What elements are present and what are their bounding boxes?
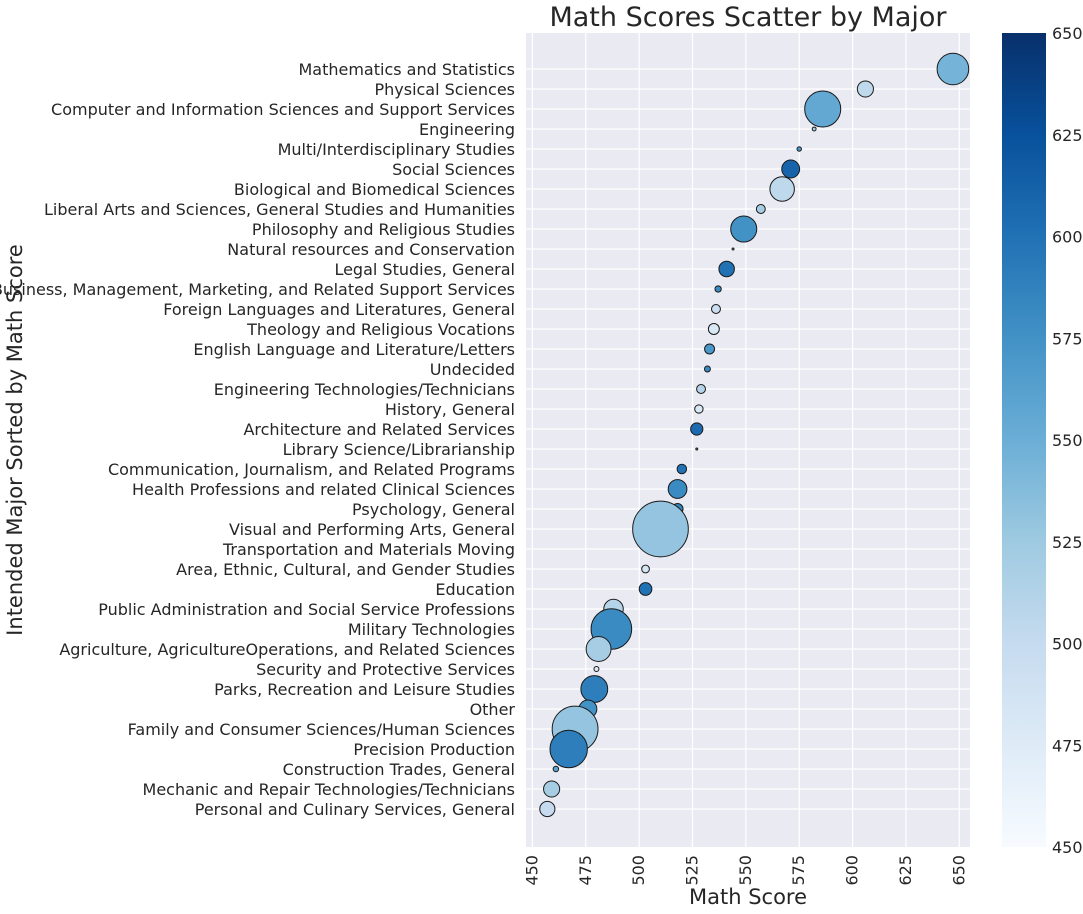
colorbar-tick-label: 550 [1052,431,1083,450]
category-label: Business, Management, Marketing, and Rel… [0,280,515,299]
category-label: Agriculture, AgricultureOperations, and … [59,640,515,659]
data-point [781,159,801,179]
data-point [552,765,560,773]
data-point [730,215,758,243]
category-label: Personal and Culinary Services, General [195,800,515,819]
category-label: Legal Studies, General [334,260,515,279]
category-label: Natural resources and Conservation [227,240,515,259]
data-point [804,90,842,128]
x-tick-label: 550 [736,855,755,886]
data-point [676,463,688,475]
category-label: Security and Protective Services [256,660,515,679]
category-label: Health Professions and related Clinical … [132,480,515,499]
category-label: Transportation and Materials Moving [222,540,515,559]
x-tick-label: 525 [683,855,702,886]
grid [526,33,970,847]
category-label: Physical Sciences [374,80,515,99]
x-tick-label: 600 [843,855,862,886]
colorbar-tick-label: 575 [1052,329,1083,348]
x-tick-label: 500 [629,855,648,886]
data-point [638,582,653,596]
colorbar-tick-label: 625 [1052,126,1083,145]
category-label: Public Administration and Social Service… [98,600,515,619]
category-label: Parks, Recreation and Leisure Studies [214,680,515,699]
data-point [641,564,650,574]
data-point [707,323,720,335]
data-point [696,384,707,394]
category-label: Other [470,700,516,719]
data-point [690,422,704,436]
category-label: Area, Ethnic, Cultural, and Gender Studi… [176,560,515,579]
y-axis-title: Intended Major Sorted by Math Score [3,244,27,636]
category-label: Psychology, General [352,500,515,519]
category-label: Computer and Information Sciences and Su… [51,100,515,119]
data-point [936,52,970,86]
category-label: Precision Production [353,740,515,759]
data-point [811,126,817,132]
category-label: Undecided [430,360,515,379]
data-point [632,500,689,558]
data-point [580,675,609,703]
colorbar-tick-label: 525 [1052,533,1083,552]
category-label: Engineering [419,120,515,139]
category-label: Library Science/Librarianship [283,440,515,459]
data-point [714,285,722,293]
colorbar-tick-label: 500 [1052,635,1083,654]
colorbar-tick-label: 450 [1052,838,1083,857]
category-label: Construction Trades, General [283,760,515,779]
category-label: Philosophy and Religious Studies [252,220,515,239]
data-point [703,365,711,373]
category-label: Architecture and Related Services [243,420,515,439]
data-point [543,780,561,798]
category-label: Engineering Technologies/Technicians [214,380,515,399]
data-point [718,260,735,278]
data-point [769,176,795,202]
data-point [755,204,766,214]
category-label: Communication, Journalism, and Related P… [108,460,515,479]
data-point [856,80,874,98]
x-tick-label: 475 [576,855,595,886]
data-point [731,247,735,251]
data-point [695,447,699,451]
data-point [593,666,600,672]
x-tick-label: 650 [949,855,968,886]
category-label: Mathematics and Statistics [298,60,515,79]
colorbar-tick-labels: 450 475 500 525 550 575 600 625 650 [1052,24,1083,857]
category-label: History, General [385,400,515,419]
x-axis-title: Math Score [689,885,807,909]
colorbar-tick-label: 600 [1052,228,1083,247]
data-point [796,146,802,152]
category-label: Liberal Arts and Sciences, General Studi… [44,200,515,219]
x-tick-label: 575 [789,855,808,886]
category-label: Theology and Religious Vocations [246,320,515,339]
category-label: English Language and Literature/Letters [193,340,515,359]
x-tick-labels: 450 475 500 525 550 575 600 625 650 [522,855,968,886]
data-point [549,729,588,769]
data-point [704,343,716,355]
category-label: Military Technologies [348,620,515,639]
data-point [539,800,556,818]
data-point [694,404,704,414]
data-point [711,304,721,314]
data-points [539,52,970,818]
colorbar-tick-label: 650 [1052,24,1083,43]
category-label: Biological and Biomedical Sciences [234,180,515,199]
category-label: Foreign Languages and Literatures, Gener… [163,300,515,319]
chart-title: Math Scores Scatter by Major [549,2,947,33]
colorbar [1002,33,1046,847]
category-label: Education [435,580,515,599]
category-label: Multi/Interdisciplinary Studies [278,140,515,159]
category-label: Visual and Performing Arts, General [229,520,515,539]
x-tick-label: 625 [896,855,915,886]
category-label: Social Sciences [392,160,515,179]
colorbar-tick-label: 475 [1052,736,1083,755]
category-label: Mechanic and Repair Technologies/Technic… [143,780,515,799]
data-point [585,636,612,662]
category-label: Family and Consumer Sciences/Human Scien… [128,720,515,739]
x-tick-label: 450 [522,855,541,886]
data-point [667,479,688,499]
